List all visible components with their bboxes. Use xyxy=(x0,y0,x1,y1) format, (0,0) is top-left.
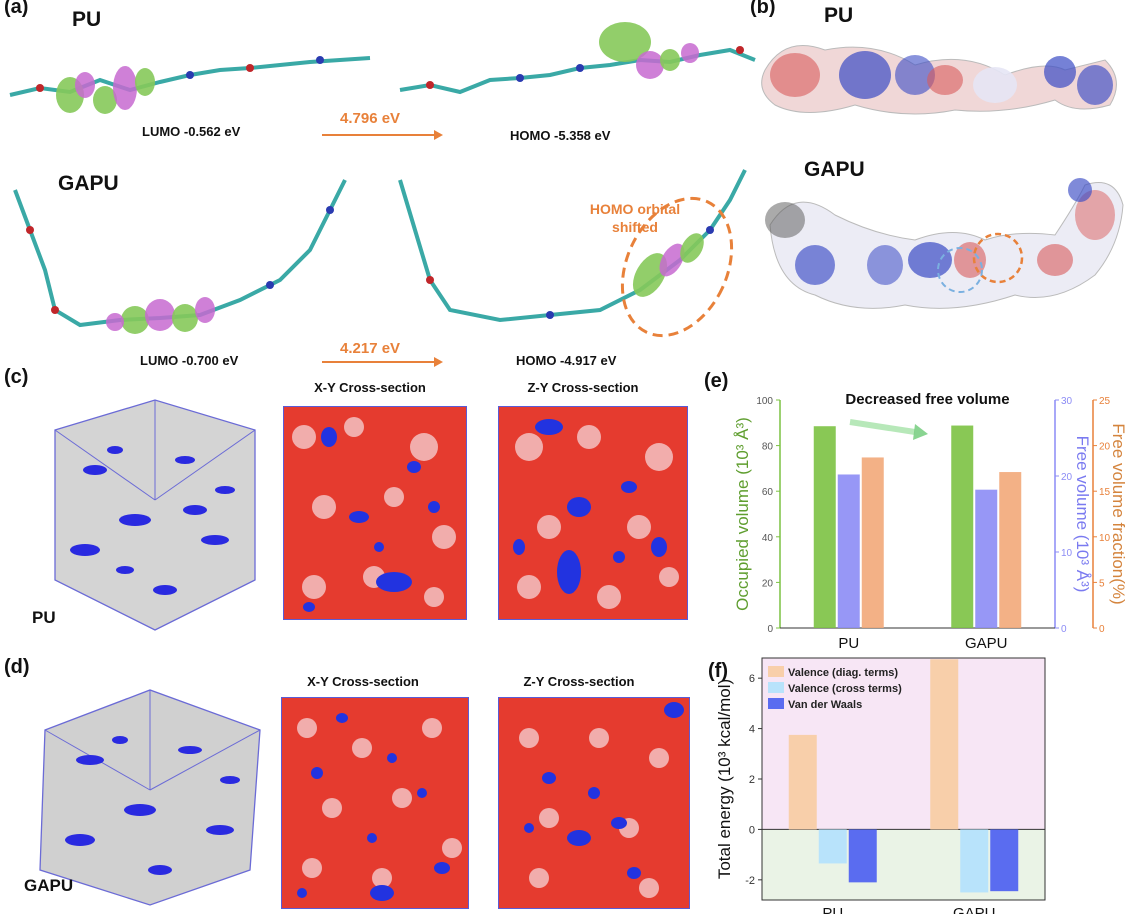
esp-gapu-title: GAPU xyxy=(804,158,865,181)
left-tick-label: 0 xyxy=(767,624,773,635)
panel-c-zy-title: Z-Y Cross-section xyxy=(527,380,639,395)
homo-shift-annotation: HOMO orbital shifted xyxy=(570,200,700,236)
x-tick-label: GAPU xyxy=(965,635,1008,652)
left-tick-label: 60 xyxy=(762,487,774,498)
gapu-gap-value: 4.217 eV xyxy=(340,340,401,357)
x-tick-label: PU xyxy=(838,635,859,652)
chart-e-title: Decreased free volume xyxy=(845,391,1009,408)
right-tick-label: 25 xyxy=(1099,396,1111,407)
pu-gap-arrow xyxy=(322,130,443,140)
pu-esp-surface xyxy=(761,45,1117,115)
left-axis-label: Occupied volume (10³ Å³) xyxy=(733,417,752,611)
gapu-orbital-structures xyxy=(13,169,747,338)
y-tick-label: 0 xyxy=(749,824,755,836)
gapu-gap-arrow xyxy=(322,357,443,367)
bar-3-gapu xyxy=(990,829,1019,892)
pu-simulation-cell xyxy=(54,399,256,631)
left-tick-label: 20 xyxy=(762,578,774,589)
pu-homo-molecule xyxy=(399,22,756,95)
panel-label-b: (b) xyxy=(750,0,776,18)
y-tick-label: 6 xyxy=(749,673,755,685)
pu-orbital-structures xyxy=(9,22,756,114)
right-tick-label: 5 xyxy=(1099,578,1105,589)
bar-right-gapu xyxy=(999,472,1022,628)
pu-homo-label: HOMO -5.358 eV xyxy=(510,128,611,143)
bar-left-pu xyxy=(813,426,836,628)
bar-left-gapu xyxy=(951,425,974,628)
bar-3-pu xyxy=(848,829,877,883)
gapu-esp-surface xyxy=(765,178,1124,309)
right-axis-label: Free volume fraction(%) xyxy=(1109,423,1125,604)
left-tick-label: 40 xyxy=(762,533,774,544)
pu-gap-value: 4.796 eV xyxy=(340,110,401,127)
legend-swatch-1 xyxy=(768,666,784,677)
bar-mid-gapu xyxy=(975,489,998,628)
chart-free-volume: 0 20 40 60 80 100 0 10 20 30 0 5 10 15 20 25 Occupied vo… xyxy=(733,391,1125,652)
gapu-homo-label: HOMO -4.917 eV xyxy=(516,353,617,368)
panel-label-e: (e) xyxy=(704,370,729,392)
bar-2-pu xyxy=(818,829,847,864)
gapu-homo-molecule xyxy=(398,169,747,338)
bar-1-gapu xyxy=(930,659,959,830)
y-tick-label: 4 xyxy=(749,724,755,736)
annotation-line-1: HOMO orbital xyxy=(589,201,681,217)
mid-tick-label: 10 xyxy=(1061,548,1073,559)
pu-title: PU xyxy=(72,8,102,31)
panel-d-xy-map xyxy=(281,697,469,909)
x-tick-label: GAPU xyxy=(953,905,996,914)
panel-c-xy-map xyxy=(283,406,467,620)
gapu-lumo-molecule xyxy=(13,179,347,334)
panel-d-zy-map xyxy=(498,697,690,909)
legend-label-3: Van der Waals xyxy=(788,699,862,711)
panel-c-pu-label: PU xyxy=(32,608,56,627)
panel-label-a: (a) xyxy=(4,0,29,18)
right-tick-label: 20 xyxy=(1099,442,1111,453)
mid-tick-label: 30 xyxy=(1061,396,1073,407)
panel-label-f: (f) xyxy=(708,660,728,682)
bar-mid-pu xyxy=(837,474,860,628)
x-tick-label: PU xyxy=(822,905,843,914)
y-tick-label: 2 xyxy=(749,774,755,786)
left-tick-label: 80 xyxy=(762,442,774,453)
right-tick-label: 10 xyxy=(1099,533,1111,544)
gapu-lumo-label: LUMO -0.700 eV xyxy=(140,353,239,368)
bar-right-pu xyxy=(861,457,884,628)
panel-label-d: (d) xyxy=(4,656,30,678)
mid-tick-label: 20 xyxy=(1061,472,1073,483)
bar-1-pu xyxy=(788,734,817,830)
panel-c-zy-map xyxy=(498,406,688,620)
legend-label-1: Valence (diag. terms) xyxy=(788,667,898,679)
right-tick-label: 0 xyxy=(1099,624,1105,635)
panel-c-xy-title: X-Y Cross-section xyxy=(314,380,426,395)
bar-2-gapu xyxy=(960,829,989,893)
left-tick-label: 100 xyxy=(756,396,773,407)
esp-pu-title: PU xyxy=(824,4,854,27)
y-axis-label: Total energy (10³ kcal/mol) xyxy=(715,679,734,879)
legend-swatch-2 xyxy=(768,682,784,693)
decrease-arrow-head xyxy=(913,424,928,440)
legend-swatch-3 xyxy=(768,698,784,709)
mid-axis-label: Free volume (10³ Å³) xyxy=(1073,436,1092,593)
gapu-title: GAPU xyxy=(58,172,119,195)
gapu-simulation-cell xyxy=(39,689,261,906)
panel-d-xy-title: X-Y Cross-section xyxy=(307,674,419,689)
annotation-line-2: shifted xyxy=(612,219,658,235)
mid-tick-label: 0 xyxy=(1061,624,1067,635)
legend-label-2: Valence (cross terms) xyxy=(788,683,902,695)
pu-lumo-molecule xyxy=(9,56,371,114)
chart-total-energy: -2 0 2 4 6 Total energy (10³ kcal/mol) PU GAPU V… xyxy=(715,657,1046,914)
panel-d-gapu-label: GAPU xyxy=(24,876,74,895)
pu-lumo-label: LUMO -0.562 eV xyxy=(142,124,241,139)
panel-label-c: (c) xyxy=(4,366,29,388)
y-tick-label: -2 xyxy=(745,875,755,887)
right-tick-label: 15 xyxy=(1099,487,1111,498)
panel-d-zy-title: Z-Y Cross-section xyxy=(523,674,635,689)
homo-shift-highlight xyxy=(620,196,734,338)
decrease-arrow-shaft xyxy=(849,419,916,435)
